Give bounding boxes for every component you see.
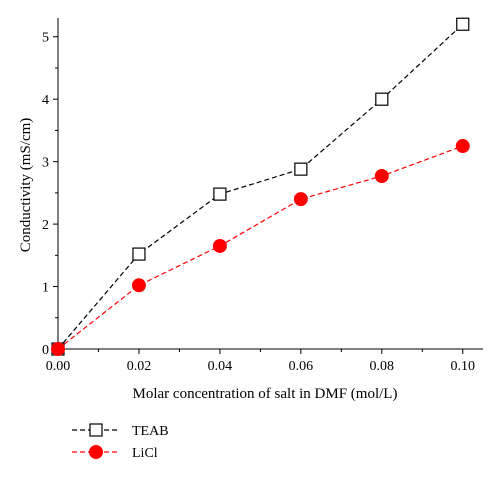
x-tick-label: 0.10	[451, 359, 476, 374]
series-teab-point	[132, 247, 146, 261]
y-axis-title: Conductivity (mS/cm)	[18, 118, 34, 253]
axes	[57, 18, 483, 350]
y-tick-label: 5	[42, 31, 49, 46]
series-teab-point	[375, 92, 389, 106]
series-licl-point	[131, 278, 146, 293]
series-teab-line	[57, 23, 464, 350]
series-licl-point	[51, 342, 65, 356]
legend-label-teab: TEAB	[132, 424, 169, 439]
legend-item-licl: LiCl	[72, 445, 158, 461]
series-licl-point	[212, 238, 227, 253]
legend-marker-licl	[89, 445, 103, 459]
x-tick-label: 0.08	[370, 359, 395, 374]
series-teab	[51, 17, 470, 356]
x-tick-label: 0.00	[46, 359, 71, 374]
series-layer	[51, 17, 470, 356]
y-tick-label: 2	[42, 218, 49, 233]
x-tick-label: 0.04	[208, 359, 233, 374]
y-tick-label: 4	[42, 93, 49, 108]
y-tick-label: 0	[42, 343, 49, 358]
series-teab-point	[294, 162, 308, 176]
legend-item-teab: TEAB	[72, 423, 169, 439]
legend: TEAB LiCl	[72, 423, 169, 461]
series-teab-point	[456, 17, 470, 31]
legend-marker-teab	[89, 423, 103, 437]
x-tick-label: 0.02	[127, 359, 152, 374]
series-licl-point	[293, 192, 308, 207]
series-licl-line	[57, 145, 463, 350]
series-teab-point	[213, 187, 227, 201]
legend-label-licl: LiCl	[132, 446, 158, 461]
y-tick-label: 1	[42, 281, 49, 296]
y-tick-label: 3	[42, 156, 49, 171]
series-licl-point	[374, 169, 389, 184]
series-licl	[51, 139, 470, 356]
series-licl-point	[455, 139, 470, 154]
x-axis-title: Molar concentration of salt in DMF (mol/…	[133, 386, 398, 402]
x-tick-label: 0.06	[289, 359, 314, 374]
ticks: 0 1 2 3 4 5 0.00 0.02 0.04 0.06 0.08 0.10	[42, 31, 475, 374]
